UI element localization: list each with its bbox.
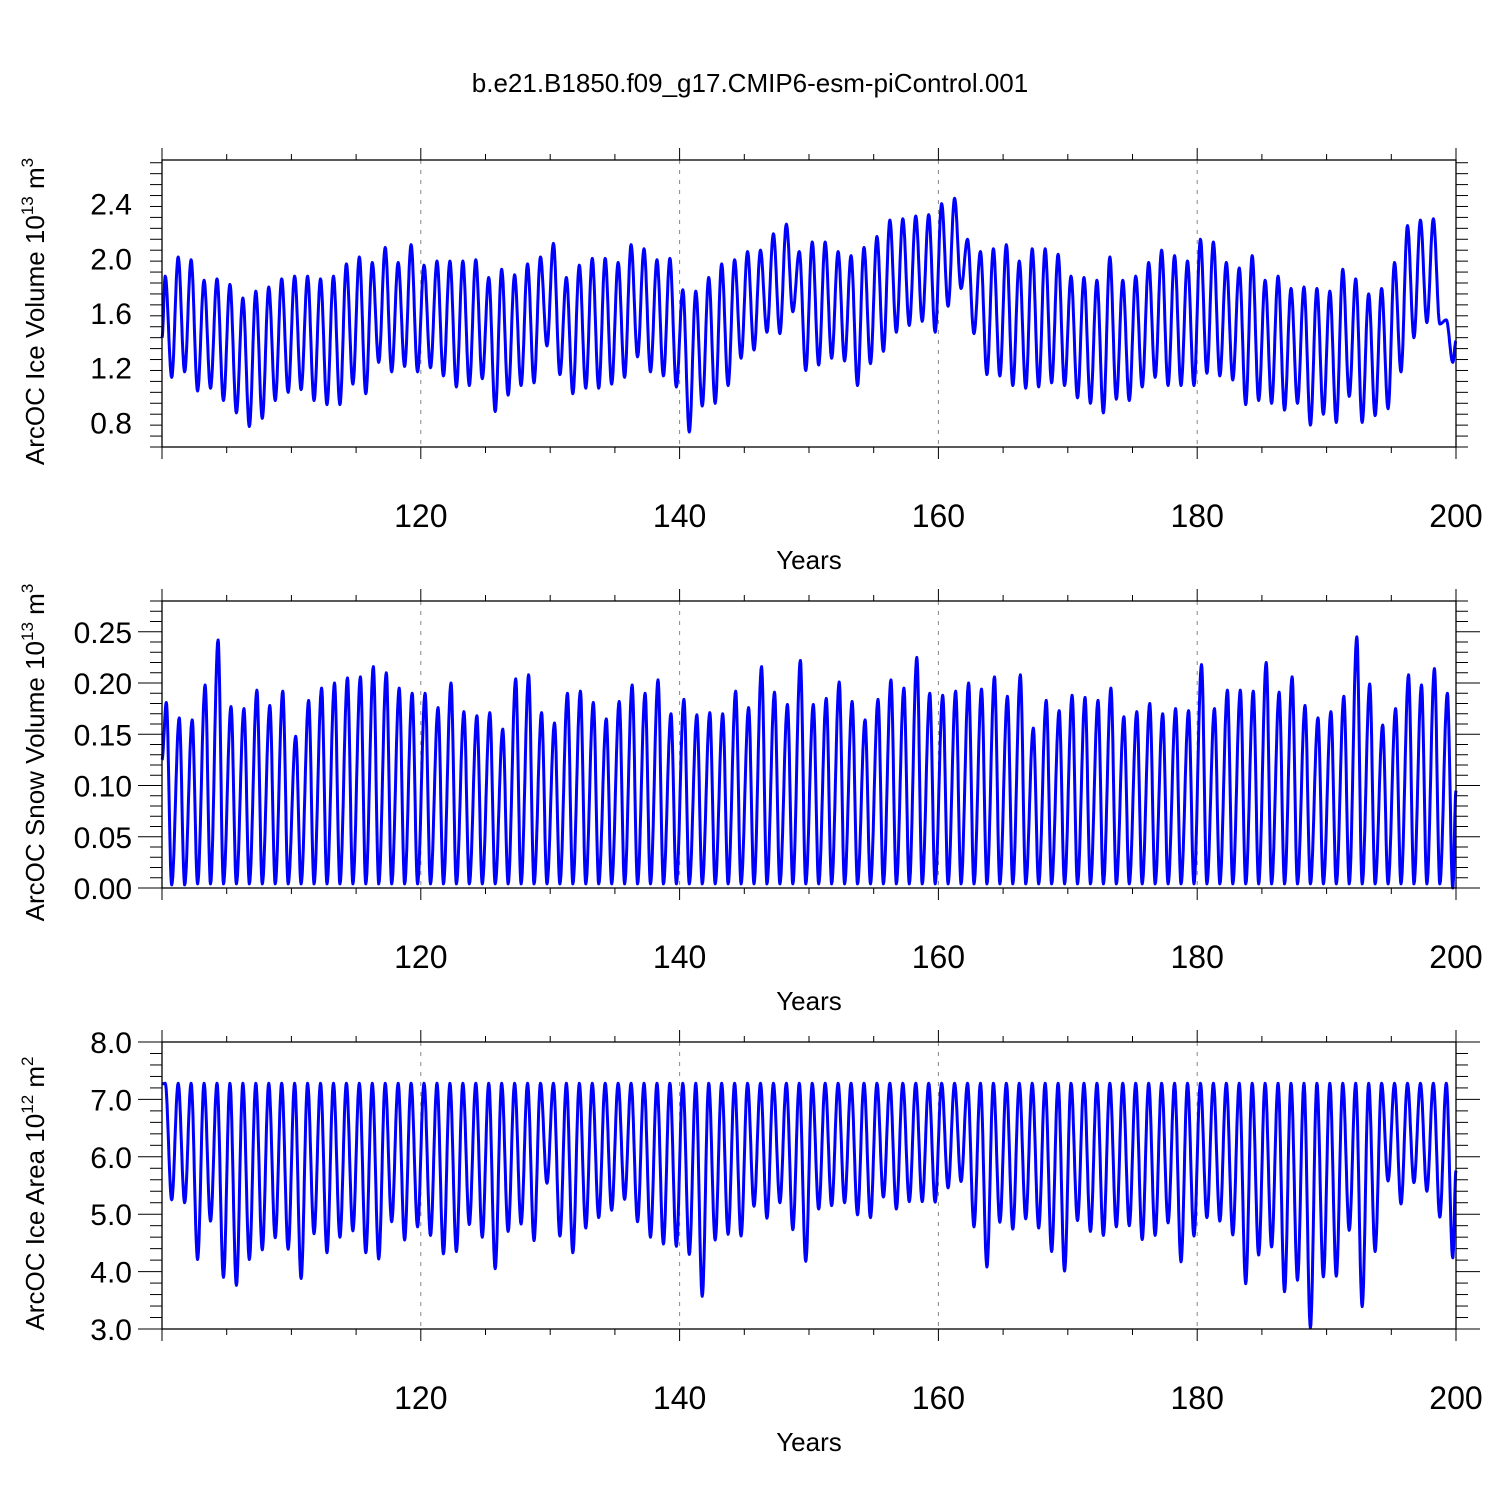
x-tick-label: 140 — [653, 498, 706, 534]
plot-frame — [161, 159, 1457, 448]
x-tick-label: 120 — [394, 939, 447, 975]
y-axis-label-unit-exponent: 3 — [18, 584, 37, 593]
y-axis-label-exponent: 12 — [18, 1095, 37, 1114]
y-axis-label-exponent: 13 — [18, 196, 37, 215]
y-tick-label: 0.25 — [74, 617, 132, 650]
y-axis-label: ArcOC Ice Area 1012 m2 — [18, 1056, 50, 1330]
y-axis-label-unit-exponent: 2 — [18, 1056, 37, 1065]
y-axis-label-unit: m — [20, 167, 50, 189]
y-tick-label: 0.8 — [90, 407, 132, 440]
series-line-ice-volume — [160, 196, 1458, 434]
x-tick-label: 160 — [912, 1380, 965, 1416]
y-tick-label: 4.0 — [90, 1257, 132, 1290]
x-tick-label: 200 — [1429, 939, 1482, 975]
y-tick-label: 7.0 — [90, 1084, 132, 1117]
x-tick-label: 140 — [653, 1380, 706, 1416]
plot-frame — [161, 600, 1457, 889]
y-tick-label: 2.4 — [90, 189, 132, 222]
y-tick-label: 2.0 — [90, 243, 132, 276]
x-tick-label: 180 — [1171, 939, 1224, 975]
y-tick-label: 1.2 — [90, 353, 132, 386]
y-axis-label: ArcOC Snow Volume 1013 m3 — [18, 584, 50, 922]
y-axis-label-unit: m — [20, 593, 50, 615]
y-tick-label: 0.15 — [74, 719, 132, 752]
chart-panel-snow-volume: 120 140 160 180 200 0.00 0.05 0.10 0.15 0.20 0.25… — [18, 584, 1483, 1016]
y-tick-label: 6.0 — [90, 1142, 132, 1175]
x-tick-label: 120 — [394, 1380, 447, 1416]
x-axis-label: Years — [776, 545, 842, 575]
series-line-ice-area — [160, 1081, 1458, 1330]
y-axis-label-exponent: 13 — [18, 622, 37, 641]
y-tick-label: 0.20 — [74, 668, 132, 701]
y-axis-label-unit: m — [20, 1066, 50, 1088]
y-tick-label: 0.00 — [74, 873, 132, 906]
chart-panel-ice-volume: 120 140 160 180 200 0.8 1.2 1.6 2.0 2.4 Years Ar… — [18, 148, 1483, 575]
y-axis-label: ArcOC Ice Volume 1013 m3 — [18, 158, 50, 465]
x-tick-label: 180 — [1171, 498, 1224, 534]
y-tick-label: 8.0 — [90, 1027, 132, 1060]
x-tick-label: 160 — [912, 939, 965, 975]
y-tick-label: 5.0 — [90, 1199, 132, 1232]
y-tick-label: 3.0 — [90, 1314, 132, 1347]
plot-frame — [161, 1041, 1457, 1330]
series-line-snow-volume — [160, 635, 1458, 890]
x-tick-label: 140 — [653, 939, 706, 975]
y-axis-label-text: ArcOC Snow Volume 10 — [20, 641, 50, 921]
x-axis-label: Years — [776, 986, 842, 1016]
x-tick-label: 200 — [1429, 1380, 1482, 1416]
y-tick-label: 0.05 — [74, 822, 132, 855]
x-tick-label: 160 — [912, 498, 965, 534]
y-axis-label-text: ArcOC Ice Area 10 — [20, 1114, 50, 1331]
y-tick-label: 0.10 — [74, 771, 132, 804]
figure-title: b.e21.B1850.f09_g17.CMIP6-esm-piControl.… — [472, 68, 1028, 98]
y-axis-label-text: ArcOC Ice Volume 10 — [20, 215, 50, 465]
y-axis-label-unit-exponent: 3 — [18, 158, 37, 167]
chart-panel-ice-area: 120 140 160 180 200 3.0 4.0 5.0 6.0 7.0 8.0 Years… — [18, 1027, 1483, 1457]
y-tick-label: 1.6 — [90, 298, 132, 331]
x-tick-label: 120 — [394, 498, 447, 534]
x-axis-label: Years — [776, 1427, 842, 1457]
x-tick-label: 180 — [1171, 1380, 1224, 1416]
x-tick-label: 200 — [1429, 498, 1482, 534]
